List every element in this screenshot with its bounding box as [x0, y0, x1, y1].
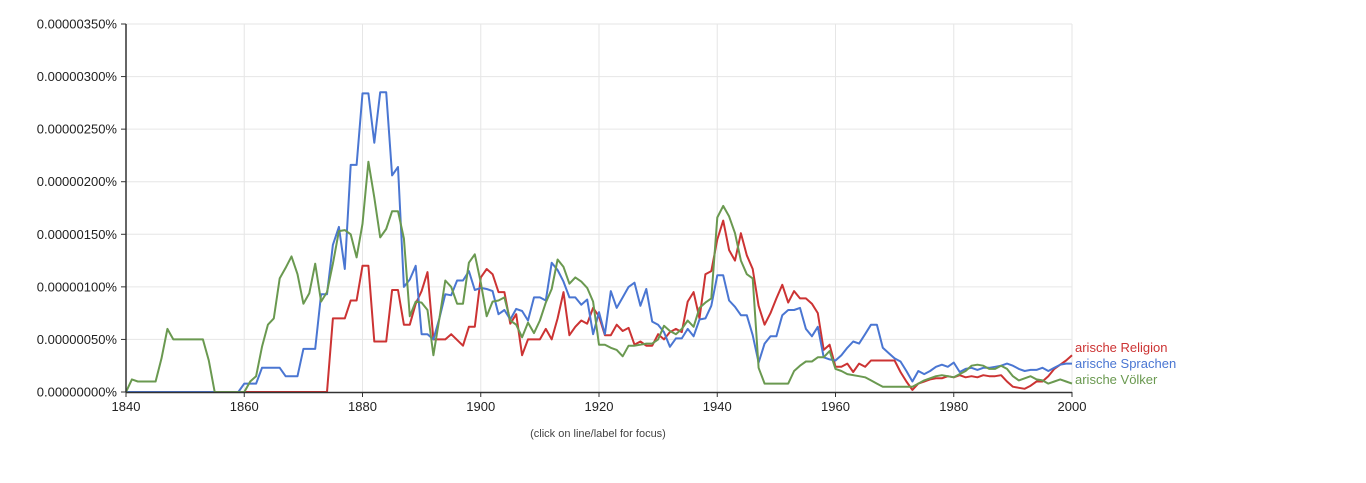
x-tick-label: 1960	[821, 399, 850, 414]
y-tick-label: 0.00000250%	[37, 122, 118, 137]
x-tick-label: 1840	[112, 399, 141, 414]
grid	[126, 23, 1073, 392]
y-tick-label: 0.00000000%	[37, 385, 118, 400]
x-axis-ticks: 1840 1860 1880 1900 1920 1940 1960 1980 2000	[112, 392, 1087, 414]
x-tick-label: 1900	[466, 399, 495, 414]
series-line-2[interactable]	[126, 91, 1072, 393]
series-line-3[interactable]	[125, 160, 1073, 393]
y-axis-ticks: 0.00000000% 0.00000050% 0.00000100% 0.00000…	[37, 17, 126, 400]
x-tick-label: 2000	[1058, 399, 1087, 414]
x-tick-label: 1860	[230, 399, 259, 414]
series-lines	[125, 91, 1073, 393]
y-tick-label: 0.00000100%	[37, 279, 118, 294]
y-tick-label: 0.00000300%	[37, 69, 118, 84]
legend-label-2[interactable]: arische Sprachen	[1075, 356, 1176, 371]
y-tick-label: 0.00000350%	[37, 17, 118, 32]
y-tick-label: 0.00000200%	[37, 174, 118, 189]
x-tick-label: 1920	[585, 399, 614, 414]
y-tick-label: 0.00000150%	[37, 227, 118, 242]
x-tick-label: 1940	[703, 399, 732, 414]
legend-label-3[interactable]: arische Völker	[1075, 372, 1158, 387]
focus-hint-label: (click on line/label for focus)	[530, 428, 666, 440]
x-tick-label: 1880	[348, 399, 377, 414]
legend-label-1[interactable]: arische Religion	[1075, 340, 1168, 355]
x-tick-label: 1980	[939, 399, 968, 414]
y-tick-label: 0.00000050%	[37, 332, 118, 347]
